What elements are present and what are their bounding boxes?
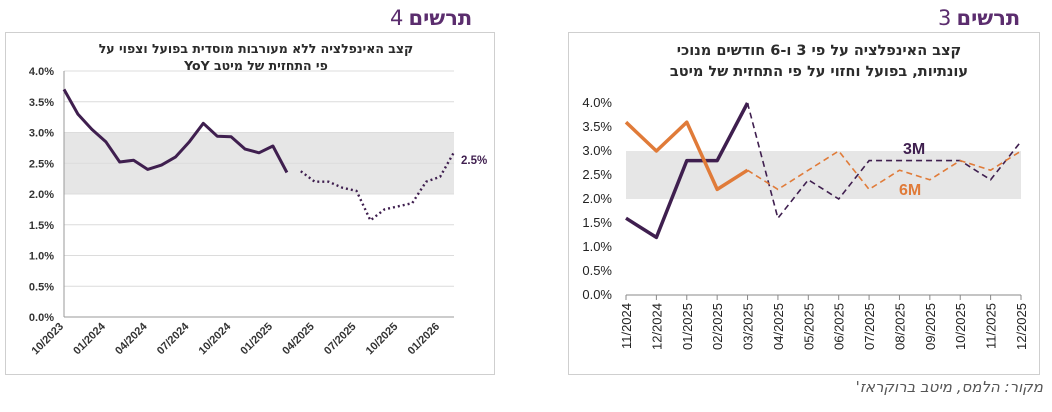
chart3-x-tick-label: 09/2025	[923, 303, 938, 350]
chart3-3m-forecast-line	[746, 102, 1022, 220]
chart3-legend-3m: 3M	[903, 141, 925, 158]
chart3-x-tick-label: 05/2025	[801, 303, 816, 350]
chart3-x-tick-label: 11/2024	[619, 303, 634, 349]
chart3-x-tick-label: 08/2025	[892, 303, 907, 350]
chart3-x-tick-label: 02/2025	[710, 303, 725, 350]
chart4-y-tick-label: 2.5%	[29, 158, 54, 170]
chart3-x-tick-label: 03/2025	[741, 303, 756, 350]
chart3-caption-word: תרשים	[956, 6, 1021, 30]
chart4-title-line: פי התחזית של מיטב YoY	[183, 58, 328, 73]
chart3-x-tick-label: 10/2025	[953, 303, 968, 350]
chart3-y-tick-label: 2.5%	[582, 167, 612, 182]
chart3-y-tick-label: 2.0%	[582, 191, 612, 206]
chart3-panel: קצב האינפלציה על פי 3 ו-6 חודשים מנוכי עו…	[568, 32, 1040, 375]
chart4-caption: תרשים 4	[390, 6, 472, 30]
chart4-x-tick-label: 04/2025	[280, 321, 317, 358]
chart3-caption: תרשים 3	[938, 6, 1020, 30]
chart4-y-tick-label: 3.5%	[29, 97, 54, 109]
chart4-x-tick-label: 01/2024	[71, 320, 108, 357]
chart3-caption-number: 3	[938, 6, 952, 30]
chart4-x-tick-label: 10/2024	[197, 320, 234, 357]
chart3-6m-forecast-line	[747, 149, 1022, 191]
chart3-y-tick-label: 1.0%	[582, 239, 612, 254]
chart3-3m-actual-line	[625, 102, 750, 240]
source-note: מקור: הלמס, מיטב ברוקראז'	[855, 378, 1043, 396]
chart3-y-tick-label: 3.0%	[582, 143, 612, 158]
chart3-x-tick-label: 12/2024	[649, 303, 664, 350]
chart3-y-tick-label: 0.0%	[582, 287, 612, 302]
chart4-panel: קצב האינפלציה ללא מעורבות מוסדית בפועל ו…	[5, 32, 495, 375]
chart4-caption-word: תרשים	[408, 6, 473, 30]
chart3-x-tick-label: 07/2025	[862, 303, 877, 350]
chart3-y-tick-label: 0.5%	[582, 263, 612, 278]
chart4-caption-number: 4	[390, 6, 404, 30]
chart3-x-tick-label: 06/2025	[832, 303, 847, 350]
chart4-plot: קצב האינפלציה ללא מעורבות מוסדית בפועל ו…	[29, 41, 487, 358]
chart4-x-tick-label: 04/2024	[113, 320, 150, 357]
chart3-x-tick-label: 11/2025	[984, 303, 999, 349]
chart3-x-tick-label: 04/2025	[771, 303, 786, 350]
chart4-y-tick-label: 1.5%	[29, 220, 54, 232]
chart4-x-tick-label: 01/2025	[238, 321, 275, 358]
chart3-title-line: קצב האינפלציה על פי 3 ו-6 חודשים מנוכי	[677, 43, 961, 59]
chart4-x-tick-label: 07/2024	[155, 320, 192, 357]
chart3-x-tick-label: 12/2025	[1014, 303, 1029, 350]
chart4-x-tick-label: 07/2025	[322, 321, 359, 358]
chart3-y-tick-label: 4.0%	[582, 95, 612, 110]
chart3-6m-actual-line	[624, 120, 749, 192]
chart4-y-tick-label: 3.0%	[29, 128, 54, 140]
chart3-x-tick-label: 01/2025	[680, 303, 695, 350]
chart4-y-tick-label: 2.0%	[29, 189, 54, 201]
chart4-x-tick-label: 10/2023	[30, 321, 67, 358]
chart4-y-tick-label: 1.0%	[29, 251, 54, 263]
chart4-actual-line	[62, 88, 289, 174]
chart4-end-value-label: 2.5%	[461, 155, 487, 167]
chart3-plot: קצב האינפלציה על פי 3 ו-6 חודשים מנוכי עו…	[582, 43, 1029, 350]
chart4-title-line: קצב האינפלציה ללא מעורבות מוסדית בפועל ו…	[99, 41, 414, 56]
chart3-title-line: עונתיות, בפועל וחזוי על פי התחזית של מיט…	[670, 64, 968, 80]
chart3-legend-6m: 6M	[899, 182, 921, 199]
chart4-y-tick-label: 0.0%	[29, 312, 54, 324]
chart3-y-tick-label: 1.5%	[582, 215, 612, 230]
chart4-y-tick-label: 4.0%	[29, 66, 54, 78]
chart4-y-tick-label: 0.5%	[29, 281, 54, 293]
chart3-y-tick-label: 3.5%	[582, 119, 612, 134]
chart4-x-tick-label: 01/2026	[406, 321, 443, 358]
chart3-target-band	[626, 151, 1021, 199]
chart4-x-tick-label: 10/2025	[364, 321, 401, 358]
